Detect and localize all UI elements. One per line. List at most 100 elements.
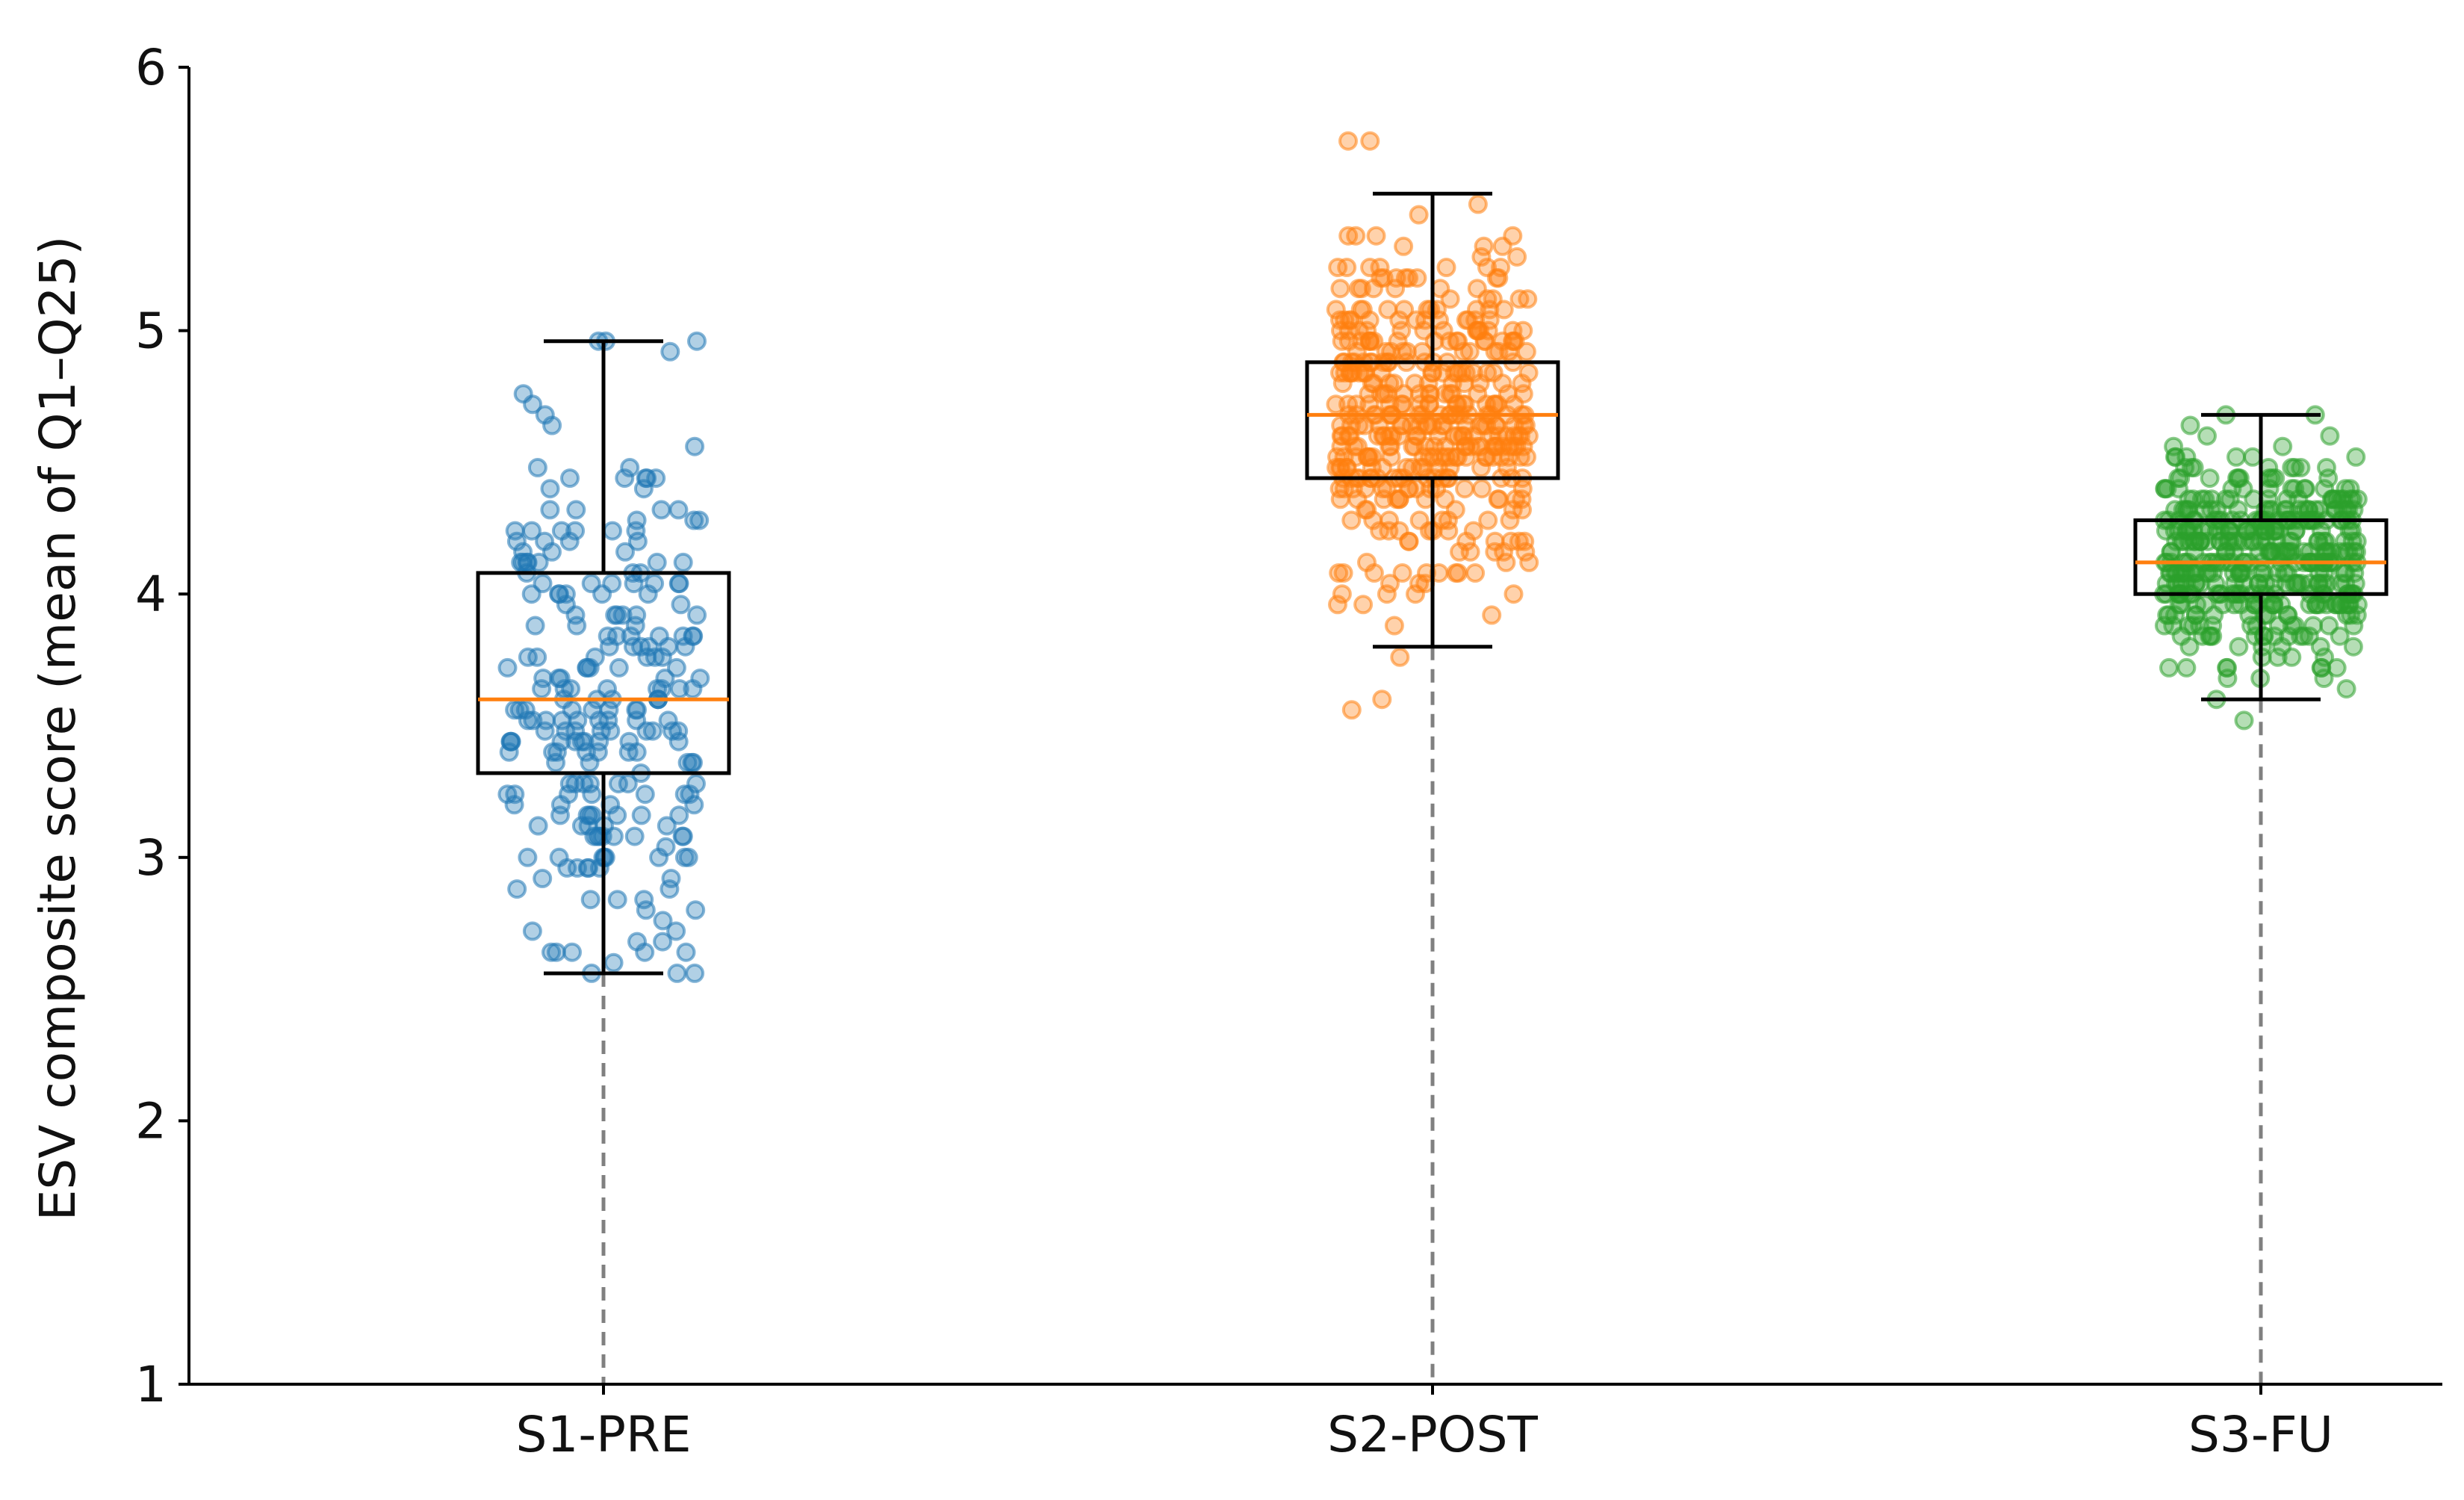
data-point — [1452, 363, 1472, 382]
data-point — [1349, 415, 1369, 436]
data-point — [2321, 489, 2342, 509]
data-point — [2251, 531, 2271, 551]
data-point — [1392, 563, 1412, 583]
data-point — [637, 468, 657, 489]
data-point — [515, 700, 536, 720]
data-point — [2243, 447, 2263, 467]
data-point — [2180, 415, 2200, 436]
data-point — [1333, 563, 1353, 583]
data-point — [546, 942, 566, 962]
data-point — [1518, 289, 1538, 309]
jitter-points-layer — [497, 131, 2368, 983]
data-point — [551, 521, 571, 541]
data-point — [1338, 226, 1359, 246]
data-point — [567, 616, 587, 636]
data-point — [572, 731, 592, 751]
data-point — [1410, 394, 1430, 415]
data-point — [2282, 479, 2302, 499]
data-point — [2163, 616, 2183, 636]
box-iqr — [476, 571, 731, 775]
data-point — [621, 626, 641, 646]
data-point — [2291, 574, 2312, 594]
data-point — [578, 816, 598, 836]
data-point — [581, 574, 601, 594]
data-point — [1485, 394, 1505, 415]
data-point — [651, 500, 671, 520]
data-point — [1337, 258, 1357, 277]
data-point — [1370, 521, 1390, 541]
data-point — [1497, 458, 1517, 477]
data-point — [607, 890, 627, 910]
data-point — [2224, 531, 2244, 551]
data-point — [1428, 458, 1448, 477]
data-point — [682, 752, 702, 772]
data-point — [532, 679, 552, 699]
data-point — [1360, 258, 1380, 277]
data-point — [2229, 468, 2250, 489]
data-point — [1465, 563, 1486, 583]
data-point — [1382, 426, 1403, 446]
data-point — [647, 552, 667, 572]
data-point — [667, 963, 687, 983]
data-point — [2338, 500, 2358, 520]
data-point — [1455, 394, 1475, 415]
data-point — [2197, 426, 2217, 446]
data-point — [580, 890, 601, 910]
data-point — [2319, 616, 2339, 636]
data-point — [497, 784, 518, 805]
data-point — [683, 679, 703, 699]
data-point — [1507, 247, 1527, 267]
data-point — [535, 531, 555, 551]
data-point — [552, 710, 572, 731]
data-point — [657, 816, 677, 836]
data-point — [582, 784, 602, 805]
data-point — [2259, 479, 2280, 499]
data-point — [1459, 341, 1480, 362]
data-point — [2318, 542, 2338, 562]
data-point — [603, 952, 624, 973]
data-point — [540, 479, 560, 499]
data-point — [559, 774, 580, 794]
data-point — [1338, 320, 1359, 341]
data-point — [2217, 657, 2237, 678]
data-point — [2282, 458, 2302, 477]
data-point — [2327, 657, 2347, 678]
data-point — [627, 510, 647, 530]
data-point — [1398, 479, 1418, 499]
data-point — [527, 458, 547, 477]
data-point — [1463, 521, 1483, 541]
data-point — [1503, 320, 1523, 341]
data-point — [1328, 595, 1347, 615]
data-point — [2229, 636, 2249, 657]
data-point — [666, 657, 686, 678]
x-tick-label: S1-PRE — [515, 1406, 691, 1463]
data-point — [1496, 552, 1516, 572]
data-point — [550, 805, 570, 825]
data-point — [2268, 647, 2288, 667]
data-point — [1494, 300, 1514, 320]
data-point — [2295, 500, 2315, 520]
data-point — [2285, 521, 2306, 541]
data-point — [685, 963, 705, 983]
data-point — [2336, 479, 2356, 499]
data-point — [658, 636, 678, 657]
data-point — [668, 721, 689, 741]
data-point — [571, 816, 592, 836]
data-point — [1421, 300, 1441, 320]
data-point — [1353, 595, 1374, 615]
data-point — [518, 847, 538, 867]
data-point — [649, 847, 669, 867]
data-point — [1480, 300, 1500, 320]
data-point — [1378, 300, 1398, 320]
data-point — [1506, 436, 1527, 456]
data-point — [1374, 268, 1394, 288]
data-point — [549, 847, 569, 867]
data-point — [1448, 563, 1468, 583]
data-point — [671, 595, 691, 615]
data-point — [1488, 489, 1508, 509]
y-tick-label: 4 — [135, 565, 167, 623]
data-point — [1418, 415, 1438, 436]
data-point — [2187, 595, 2207, 615]
data-point — [1477, 363, 1497, 382]
